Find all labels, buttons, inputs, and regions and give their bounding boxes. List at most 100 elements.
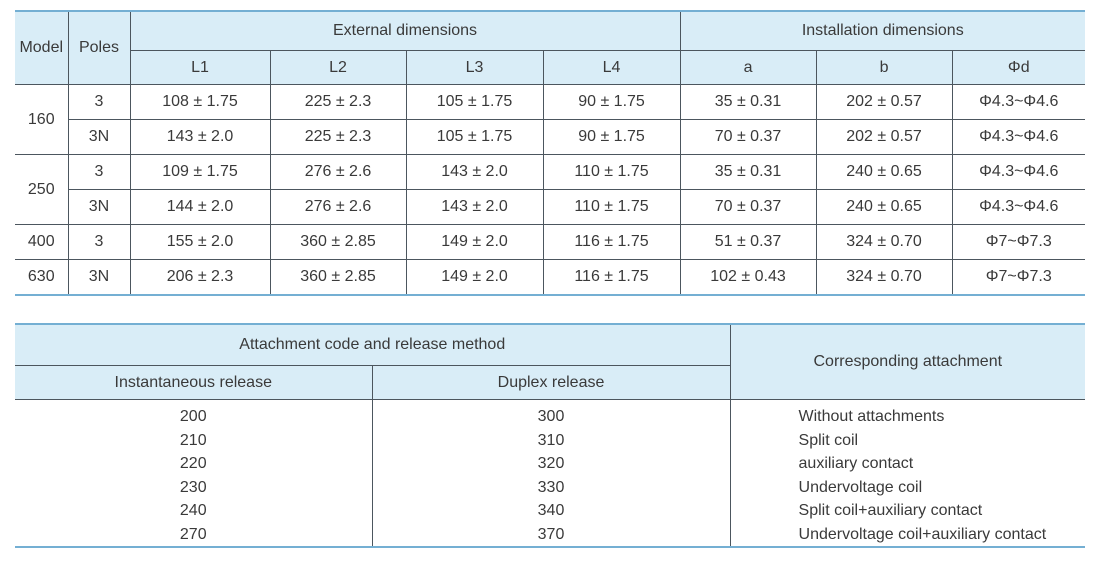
b-value-cell: 324 ± 0.70 — [815, 224, 953, 260]
attachment-code-group-header: Attachment code and release method — [15, 325, 731, 366]
l4-value-cell: 110 ± 1.75 — [542, 154, 681, 190]
corresponding-attachment-cell: Without attachments Split coil auxiliary… — [729, 399, 1086, 546]
model-cell: 250 — [15, 154, 69, 225]
release-code: 310 — [537, 431, 565, 449]
l4-value-cell: 110 ± 1.75 — [542, 189, 681, 225]
l2-value-cell: 360 ± 2.85 — [269, 224, 407, 260]
l3-value-cell: 143 ± 2.0 — [405, 154, 544, 190]
l3-value-cell: 105 ± 1.75 — [405, 84, 544, 120]
table-row: 630 3N 206 ± 2.3 360 ± 2.85 149 ± 2.0 11… — [15, 259, 1086, 294]
attachment-label: Without attachments — [798, 408, 945, 425]
l1-value-cell: 155 ± 2.0 — [129, 224, 271, 260]
l3-value-cell: 149 ± 2.0 — [405, 224, 544, 260]
l3-value-cell: 105 ± 1.75 — [405, 119, 544, 155]
l2-value-cell: 225 ± 2.3 — [269, 119, 407, 155]
a-value-cell: 35 ± 0.31 — [679, 154, 817, 190]
poles-cell: 3 — [67, 84, 131, 120]
poles-cell: 3N — [68, 119, 131, 155]
phi-d-column-header: Φd — [951, 50, 1086, 85]
release-code: 200 — [179, 408, 207, 425]
corresponding-attachment-header: Corresponding attachment — [729, 325, 1086, 400]
b-column-header: b — [815, 50, 953, 85]
l4-value-cell: 90 ± 1.75 — [542, 84, 681, 120]
b-value-cell: 240 ± 0.65 — [815, 154, 953, 190]
attachment-label: Split coil+auxiliary contact — [798, 502, 983, 519]
model-cell: 630 — [15, 259, 69, 294]
release-code: 240 — [179, 502, 207, 519]
a-value-cell: 102 ± 0.43 — [679, 259, 817, 294]
release-code: 210 — [179, 431, 207, 449]
table-row: 160 3 108 ± 1.75 225 ± 2.3 105 ± 1.75 90… — [15, 84, 1086, 155]
a-value-cell: 51 ± 0.37 — [679, 224, 817, 260]
attachment-label: Undervoltage coil — [798, 478, 923, 496]
poles-column-header: Poles — [67, 12, 131, 85]
poles-cell: 3N — [68, 189, 131, 225]
b-value-cell: 324 ± 0.70 — [815, 259, 953, 294]
attachment-label: Undervoltage coil+auxiliary contact — [798, 525, 1047, 543]
table-row: 3N 144 ± 2.0 276 ± 2.6 143 ± 2.0 110 ± 1… — [15, 189, 1086, 225]
phi-d-value-cell: Φ4.3~Φ4.6 — [951, 119, 1086, 155]
release-code: 370 — [537, 525, 565, 543]
l2-value-cell: 360 ± 2.85 — [269, 259, 407, 294]
l4-value-cell: 90 ± 1.75 — [542, 119, 681, 155]
table-row: 400 3 155 ± 2.0 360 ± 2.85 149 ± 2.0 116… — [15, 224, 1086, 260]
l4-value-cell: 116 ± 1.75 — [542, 224, 681, 260]
b-value-cell: 202 ± 0.57 — [815, 84, 953, 120]
poles-cell: 3 — [67, 154, 131, 190]
instantaneous-release-header: Instantaneous release — [15, 365, 373, 400]
a-value-cell: 35 ± 0.31 — [679, 84, 817, 120]
installation-dimensions-group-header: Installation dimensions — [679, 12, 1086, 51]
phi-d-value-cell: Φ4.3~Φ4.6 — [951, 154, 1086, 190]
release-code: 300 — [537, 408, 565, 425]
table-row: 250 3 109 ± 1.75 276 ± 2.6 143 ± 2.0 110… — [15, 154, 1086, 225]
a-column-header: a — [679, 50, 817, 85]
l2-value-cell: 225 ± 2.3 — [269, 84, 407, 120]
phi-d-value-cell: Φ4.3~Φ4.6 — [951, 84, 1086, 120]
poles-cell: 3 — [67, 224, 131, 260]
l1-value-cell: 108 ± 1.75 — [129, 84, 271, 120]
l1-value-cell: 206 ± 2.3 — [129, 259, 271, 294]
l4-column-header: L4 — [542, 50, 681, 85]
l2-column-header: L2 — [269, 50, 407, 85]
table-row: 200 210 220 230 240 270 300 310 320 330 … — [15, 399, 1086, 546]
l1-value-cell: 144 ± 2.0 — [129, 189, 271, 225]
l4-value-cell: 116 ± 1.75 — [542, 259, 681, 294]
attachment-label: Split coil — [798, 431, 859, 449]
l1-value-cell: 143 ± 2.0 — [129, 119, 271, 155]
b-value-cell: 202 ± 0.57 — [815, 119, 953, 155]
l2-value-cell: 276 ± 2.6 — [269, 154, 407, 190]
dimensions-table: Model Poles External dimensions Installa… — [15, 12, 1086, 294]
dimensions-table-container: Model Poles External dimensions Installa… — [15, 10, 1086, 296]
l1-column-header: L1 — [130, 50, 271, 85]
release-code: 230 — [179, 478, 207, 496]
phi-d-value-cell: Φ4.3~Φ4.6 — [951, 189, 1086, 225]
a-value-cell: 70 ± 0.37 — [679, 189, 817, 225]
table-row: 3N 143 ± 2.0 225 ± 2.3 105 ± 1.75 90 ± 1… — [15, 119, 1086, 155]
l3-column-header: L3 — [405, 50, 544, 85]
release-code: 330 — [537, 478, 565, 496]
release-code: 340 — [537, 502, 565, 519]
attachment-table-container: Attachment code and release method Corre… — [15, 323, 1086, 548]
external-dimensions-group-header: External dimensions — [129, 12, 681, 51]
l2-value-cell: 276 ± 2.6 — [269, 189, 407, 225]
attachment-label: auxiliary contact — [798, 455, 914, 472]
release-code: 270 — [179, 525, 207, 543]
attachment-code-table: Attachment code and release method Corre… — [15, 325, 1086, 546]
duplex-release-codes-cell: 300 310 320 330 340 370 — [371, 399, 731, 546]
model-cell: 400 — [15, 224, 69, 260]
phi-d-value-cell: Φ7~Φ7.3 — [951, 259, 1086, 294]
l3-value-cell: 149 ± 2.0 — [405, 259, 544, 294]
release-code: 320 — [537, 455, 565, 472]
model-column-header: Model — [15, 12, 69, 85]
l1-value-cell: 109 ± 1.75 — [129, 154, 271, 190]
a-value-cell: 70 ± 0.37 — [679, 119, 817, 155]
l3-value-cell: 143 ± 2.0 — [405, 189, 544, 225]
poles-cell: 3N — [67, 259, 131, 294]
release-code: 220 — [179, 455, 207, 472]
instantaneous-release-codes-cell: 200 210 220 230 240 270 — [15, 399, 373, 546]
b-value-cell: 240 ± 0.65 — [815, 189, 953, 225]
model-cell: 160 — [15, 84, 69, 155]
duplex-release-header: Duplex release — [371, 365, 731, 400]
phi-d-value-cell: Φ7~Φ7.3 — [951, 224, 1086, 260]
